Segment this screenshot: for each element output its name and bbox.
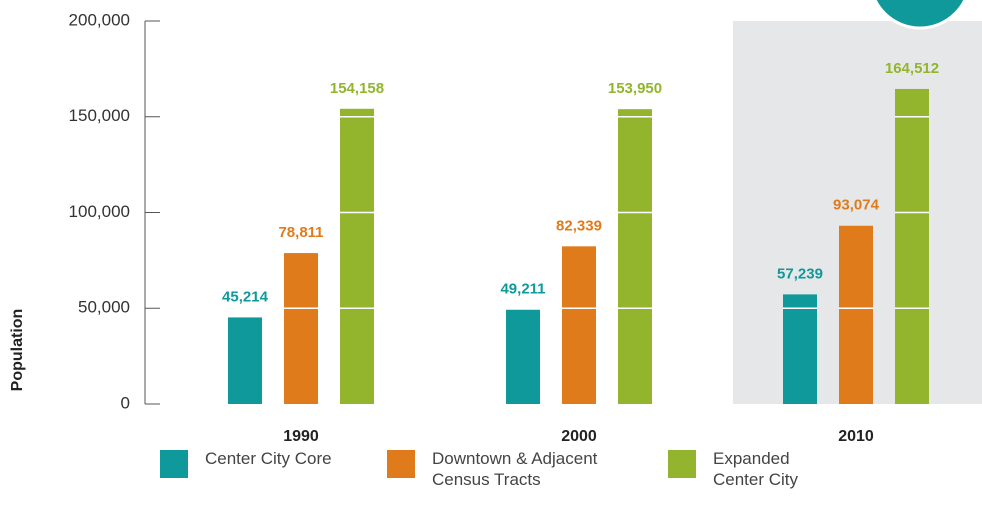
- legend-swatch: [668, 450, 696, 478]
- x-tick-label: 1990: [283, 428, 319, 445]
- bar: [618, 109, 652, 404]
- value-label: 49,211: [500, 281, 545, 298]
- bar: [562, 246, 596, 404]
- x-tick-label: 2000: [561, 428, 597, 445]
- value-label: 93,074: [833, 197, 880, 214]
- value-label: 153,950: [608, 80, 662, 97]
- y-axis-label: Population: [9, 309, 26, 392]
- legend-label: Center City Core: [205, 449, 332, 468]
- bar: [895, 88, 929, 404]
- y-tick-label: 0: [121, 393, 130, 412]
- bar: [783, 294, 817, 404]
- y-tick-label: 100,000: [69, 202, 130, 221]
- bar: [839, 225, 873, 404]
- x-tick-label: 2010: [838, 428, 874, 445]
- legend-label: Expanded Center City: [713, 449, 799, 489]
- bar: [506, 309, 540, 404]
- decoration: [873, 0, 967, 30]
- y-tick-label: 200,000: [69, 10, 130, 29]
- bar: [340, 108, 374, 405]
- value-label: 45,214: [222, 288, 269, 305]
- value-label: 164,512: [885, 60, 939, 77]
- value-label: 82,339: [556, 217, 602, 234]
- value-label: 57,239: [777, 265, 823, 282]
- legend-swatch: [387, 450, 415, 478]
- y-tick-label: 150,000: [69, 106, 130, 125]
- bar: [228, 317, 262, 404]
- bar: [284, 253, 318, 404]
- y-tick-label: 50,000: [78, 298, 130, 317]
- value-label: 78,811: [278, 224, 323, 241]
- legend-label: Downtown & Adjacent Census Tracts: [432, 449, 598, 489]
- value-label: 154,158: [330, 80, 384, 97]
- legend-swatch: [160, 450, 188, 478]
